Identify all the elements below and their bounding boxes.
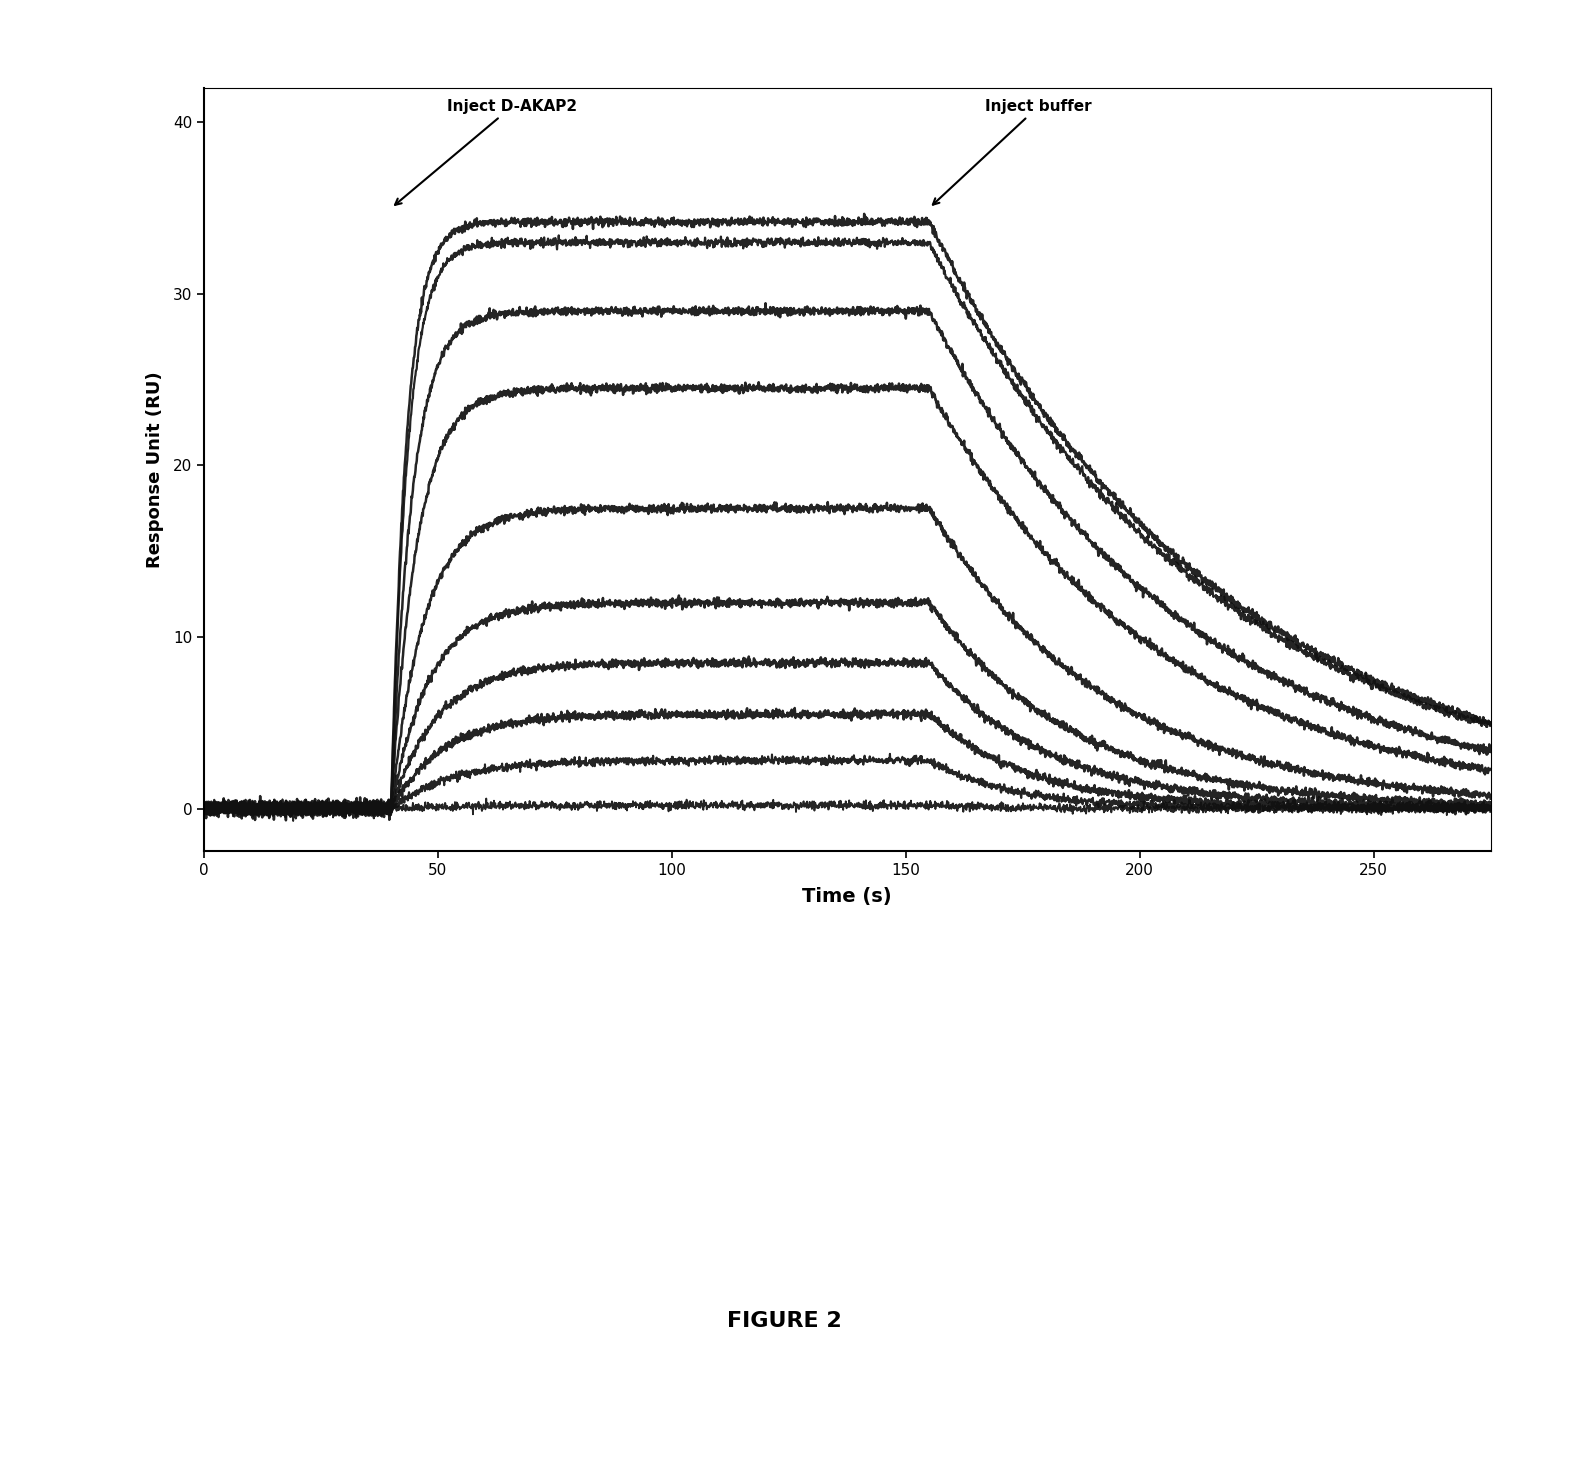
- Text: FIGURE 2: FIGURE 2: [726, 1311, 843, 1331]
- Text: Inject D-AKAP2: Inject D-AKAP2: [395, 98, 577, 206]
- Text: Inject buffer: Inject buffer: [934, 98, 1092, 204]
- X-axis label: Time (s): Time (s): [802, 887, 893, 906]
- Y-axis label: Response Unit (RU): Response Unit (RU): [146, 371, 165, 568]
